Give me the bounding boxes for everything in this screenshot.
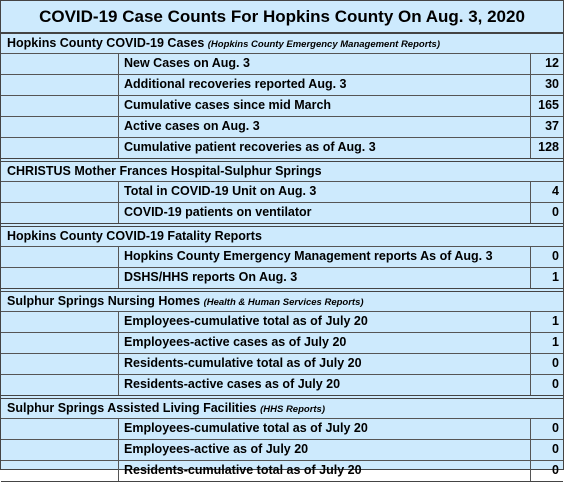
row: Cumulative patient recoveries as of Aug.…	[1, 137, 563, 158]
row: Employees-cumulative total as of July 20…	[1, 311, 563, 332]
section: Hopkins County COVID-19 Fatality Reports…	[1, 226, 563, 289]
section-header: Sulphur Springs Assisted Living Faciliti…	[1, 399, 563, 418]
row-label: Cumulative patient recoveries as of Aug.…	[119, 138, 531, 158]
section: Sulphur Springs Nursing Homes (Health & …	[1, 291, 563, 396]
section-note: (Hopkins County Emergency Management Rep…	[207, 39, 441, 50]
row: Residents-cumulative total as of July 20…	[1, 460, 563, 481]
row: Residents-cumulative total as of July 20…	[1, 353, 563, 374]
spacer-cell	[1, 54, 119, 74]
row-value: 1	[552, 314, 559, 328]
table: Hopkins County COVID-19 Cases (Hopkins C…	[1, 33, 563, 482]
section: Sulphur Springs Assisted Living Faciliti…	[1, 398, 563, 482]
row-label: Additional recoveries reported Aug. 3	[119, 75, 531, 95]
spacer-cell	[1, 419, 119, 439]
row-value: 0	[552, 205, 559, 219]
row-label: Residents-cumulative total as of July 20	[119, 354, 531, 374]
row-value: 0	[552, 249, 559, 263]
spacer-cell	[1, 75, 119, 95]
row-label: Residents-active cases as of July 20	[119, 375, 531, 395]
section-note: (Health & Human Services Reports)	[203, 297, 364, 308]
row-label: COVID-19 patients on ventilator	[119, 203, 531, 223]
row-label: DSHS/HHS reports On Aug. 3	[119, 268, 531, 288]
spacer-cell	[1, 375, 119, 395]
spacer-cell	[1, 312, 119, 332]
row: COVID-19 patients on ventilator 0	[1, 202, 563, 223]
row-label: Active cases on Aug. 3	[119, 117, 531, 137]
row-label: Employees-cumulative total as of July 20	[119, 419, 531, 439]
row-label: Employees-cumulative total as of July 20	[119, 312, 531, 332]
row-value: 0	[552, 463, 559, 477]
row-value: 0	[552, 421, 559, 435]
row-label: Cumulative cases since mid March	[119, 96, 531, 116]
spacer-cell	[1, 354, 119, 374]
row: Employees-active as of July 20 0	[1, 439, 563, 460]
row-value: 1	[552, 335, 559, 349]
section-note: (HHS Reports)	[260, 404, 325, 415]
section-header: Hopkins County COVID-19 Fatality Reports	[1, 227, 563, 246]
row: Additional recoveries reported Aug. 3 30	[1, 74, 563, 95]
row-label: Employees-active cases as of July 20	[119, 333, 531, 353]
row-value: 1	[552, 270, 559, 284]
row-value: 128	[538, 140, 559, 154]
row: Hopkins County Emergency Management repo…	[1, 246, 563, 267]
section-title: Sulphur Springs Assisted Living Faciliti…	[7, 401, 257, 415]
row: Cumulative cases since mid March 165	[1, 95, 563, 116]
row-value: 4	[552, 184, 559, 198]
row-label: New Cases on Aug. 3	[119, 54, 531, 74]
spacer-cell	[1, 247, 119, 267]
section-header: Sulphur Springs Nursing Homes (Health & …	[1, 292, 563, 311]
spacer-cell	[1, 96, 119, 116]
section-title: CHRISTUS Mother Frances Hospital-Sulphur…	[7, 164, 322, 178]
row: Employees-cumulative total as of July 20…	[1, 418, 563, 439]
section: Hopkins County COVID-19 Cases (Hopkins C…	[1, 33, 563, 159]
section-title: Hopkins County COVID-19 Fatality Reports	[7, 229, 262, 243]
spacer-cell	[1, 138, 119, 158]
spacer-cell	[1, 333, 119, 353]
section-title: Sulphur Springs Nursing Homes	[7, 294, 201, 308]
section: CHRISTUS Mother Frances Hospital-Sulphur…	[1, 161, 563, 224]
spacer-cell	[1, 268, 119, 288]
row: Employees-active cases as of July 20 1	[1, 332, 563, 353]
row-value: 165	[538, 98, 559, 112]
row-value: 0	[552, 356, 559, 370]
spacer-cell	[1, 461, 119, 481]
spacer-cell	[1, 203, 119, 223]
spacer-cell	[1, 117, 119, 137]
row-value: 30	[545, 77, 559, 91]
section-header: Hopkins County COVID-19 Cases (Hopkins C…	[1, 34, 563, 53]
row: New Cases on Aug. 3 12	[1, 53, 563, 74]
row: Total in COVID-19 Unit on Aug. 3 4	[1, 181, 563, 202]
section-header: CHRISTUS Mother Frances Hospital-Sulphur…	[1, 162, 563, 181]
row: Residents-active cases as of July 20 0	[1, 374, 563, 395]
row-label: Hopkins County Emergency Management repo…	[119, 247, 531, 267]
row-label: Employees-active as of July 20	[119, 440, 531, 460]
spacer-cell	[1, 182, 119, 202]
row: DSHS/HHS reports On Aug. 3 1	[1, 267, 563, 288]
section-title: Hopkins County COVID-19 Cases	[7, 36, 205, 50]
spacer-cell	[1, 440, 119, 460]
row-value: 0	[552, 377, 559, 391]
page-title: COVID-19 Case Counts For Hopkins County …	[1, 1, 563, 33]
row-value: 37	[545, 119, 559, 133]
row: Active cases on Aug. 3 37	[1, 116, 563, 137]
row-value: 0	[552, 442, 559, 456]
row-label: Residents-cumulative total as of July 20	[119, 461, 531, 481]
row-label: Total in COVID-19 Unit on Aug. 3	[119, 182, 531, 202]
row-value: 12	[545, 56, 559, 70]
